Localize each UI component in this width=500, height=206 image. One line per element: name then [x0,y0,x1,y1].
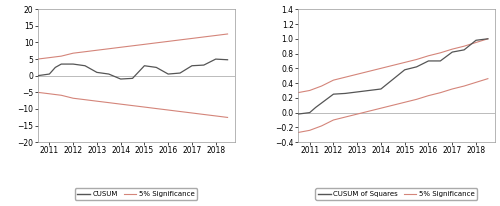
Legend: CUSUM of Squares, 5% Significance: CUSUM of Squares, 5% Significance [316,188,478,200]
Legend: CUSUM, 5% Significance: CUSUM, 5% Significance [74,188,198,200]
